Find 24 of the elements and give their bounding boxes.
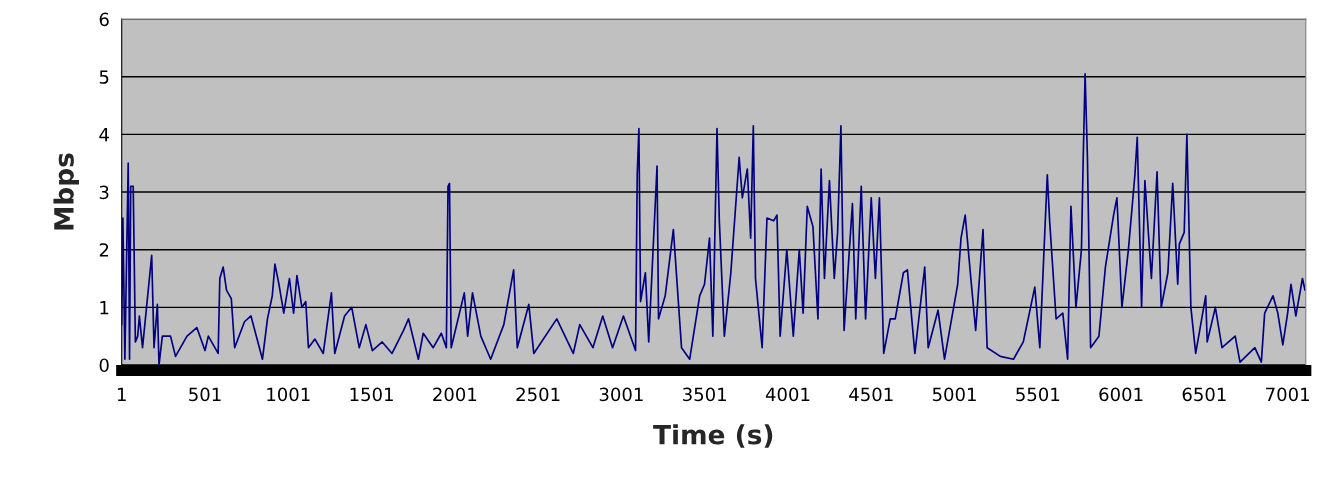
x-tick-label: 1	[117, 387, 126, 401]
x-tick-label: 1501	[350, 387, 393, 402]
y-tick-label: 0	[99, 358, 109, 373]
x-tick-label: 4501	[849, 387, 893, 402]
y-tick-label: 4	[99, 128, 109, 142]
x-tick-label: 501	[189, 387, 221, 402]
x-tick-label: 6501	[1182, 387, 1226, 402]
y-axis-title: Mbps	[53, 153, 79, 230]
x-tick-label: 2501	[516, 387, 560, 402]
y-tick-label: 6	[99, 12, 109, 27]
x-tick-label: 1001	[267, 387, 310, 402]
y-tick-label: 1	[100, 301, 109, 315]
y-tick-label: 5	[99, 70, 109, 84]
x-tick-label: 4001	[765, 387, 810, 402]
x-tick-label: 3501	[683, 387, 726, 402]
x-tick-label: 6001	[1099, 387, 1143, 402]
x-tick-label: 7001	[1266, 387, 1309, 402]
x-axis-title: Time (s)	[653, 424, 773, 448]
y-tick-label: 3	[99, 185, 109, 200]
x-tick-label: 3001	[599, 387, 643, 402]
y-tick-label: 2	[99, 243, 109, 257]
x-tick-label: 5501	[1016, 387, 1060, 402]
x-tick-label: 2001	[433, 387, 477, 402]
x-tick-label: 5001	[932, 387, 976, 402]
